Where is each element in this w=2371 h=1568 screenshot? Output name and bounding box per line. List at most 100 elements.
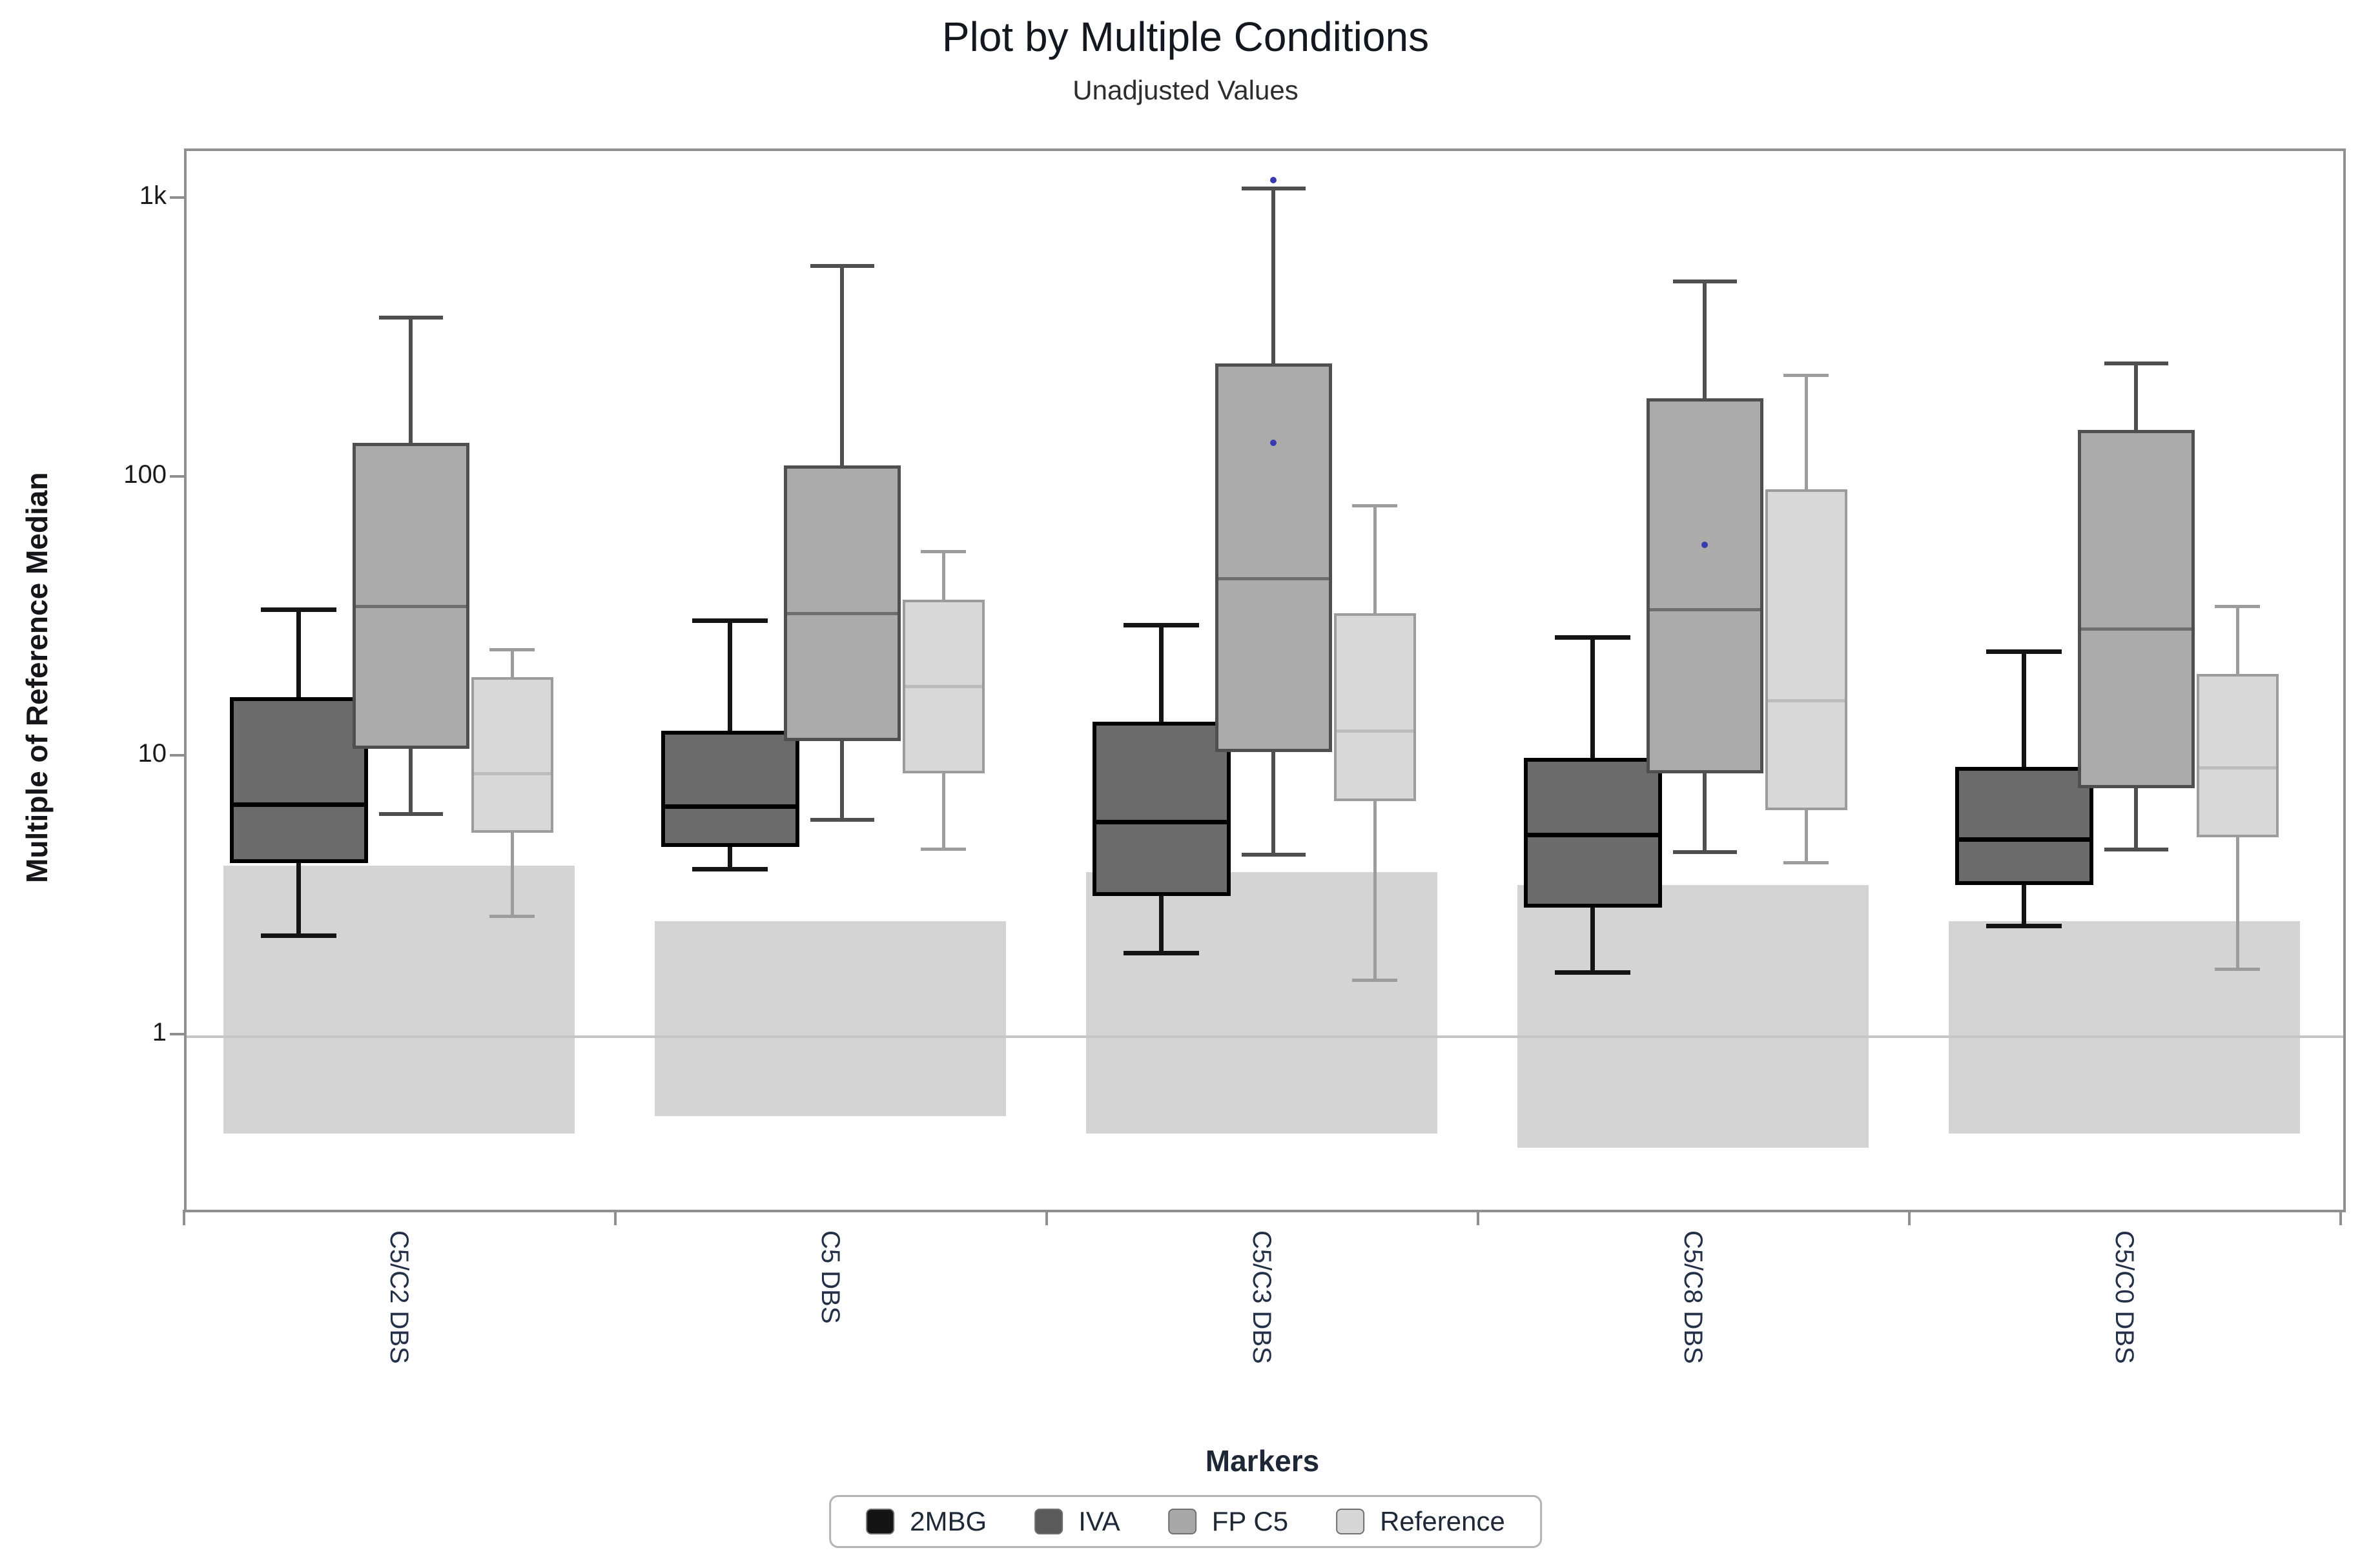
whisker-cap-bottom (1554, 970, 1631, 975)
x-category-label: C5/C3 DBS (1247, 1230, 1276, 1364)
median-line (356, 604, 466, 608)
box-2mbg-iva (1092, 721, 1231, 896)
median-line (2081, 627, 2191, 631)
box-fp-c5 (784, 465, 901, 741)
box-2mbg-iva (1955, 766, 2093, 886)
whisker-cap-bottom (1352, 978, 1398, 982)
legend-swatch (1336, 1509, 1365, 1534)
whisker-cap-top (692, 618, 768, 624)
whisker-upper (296, 609, 302, 698)
whisker-upper (2134, 363, 2139, 431)
outlier-dot (1270, 177, 1277, 184)
median-line (1650, 608, 1760, 612)
y-tick-label: 1 (152, 1018, 167, 1047)
outlier-dot (1270, 439, 1277, 446)
whisker-upper (1271, 188, 1276, 363)
whisker-lower (2134, 788, 2139, 850)
x-tick-mark (614, 1210, 617, 1225)
whisker-cap-top (1672, 280, 1737, 284)
median-line (2199, 766, 2276, 770)
whisker-cap-top (2104, 361, 2168, 365)
whisker-lower (728, 846, 733, 870)
whisker-cap-top (260, 607, 337, 613)
legend-label: IVA (1078, 1506, 1120, 1536)
whisker-lower (1590, 908, 1596, 973)
whisker-cap-top (1554, 635, 1631, 640)
whisker-lower (2235, 837, 2239, 970)
whisker-cap-bottom (1123, 950, 1200, 955)
whisker-cap-bottom (921, 848, 967, 851)
whisker-cap-bottom (692, 866, 768, 871)
median-line (1527, 832, 1658, 837)
box-fp-c5 (1215, 363, 1332, 752)
x-tick-mark (1477, 1210, 1479, 1225)
median-line (664, 804, 795, 809)
median-line (1096, 819, 1227, 824)
box-2mbg-iva (229, 697, 368, 863)
median-line (787, 611, 898, 615)
reference-band (1085, 871, 1438, 1134)
x-axis-label: Markers (1205, 1444, 1320, 1478)
x-tick-mark (1908, 1210, 1911, 1225)
whisker-upper (1373, 505, 1377, 614)
whisker-lower (1271, 752, 1276, 855)
box-2mbg-iva (661, 731, 799, 847)
baseline (187, 1035, 2343, 1039)
whisker-cap-top (810, 264, 874, 269)
y-axis-label: Multiple of Reference Median (20, 472, 54, 884)
legend-swatch (1167, 1509, 1196, 1534)
x-category-label: C5/C0 DBS (2110, 1230, 2139, 1364)
median-line (473, 771, 551, 775)
whisker-upper (409, 317, 413, 443)
whisker-cap-bottom (378, 811, 443, 816)
box-reference (1765, 489, 1847, 810)
legend-item-2mbg: 2MBG (866, 1506, 987, 1537)
legend-label: Reference (1380, 1506, 1505, 1536)
y-tick-mark (170, 196, 184, 199)
whisker-cap-top (1241, 187, 1306, 191)
whisker-upper (2235, 606, 2239, 675)
x-tick-mark (1045, 1210, 1048, 1225)
whisker-upper (510, 649, 514, 677)
legend-item-iva: IVA (1034, 1506, 1120, 1537)
reference-band (1517, 885, 1869, 1148)
outlier-dot (1701, 542, 1709, 549)
legend-label: 2MBG (910, 1506, 987, 1536)
median-line (1336, 729, 1413, 733)
whisker-lower (2022, 885, 2027, 926)
whisker-cap-top (921, 549, 967, 553)
whisker-lower (1703, 773, 1707, 852)
legend-item-fp-c5: FP C5 (1167, 1506, 1289, 1537)
whisker-cap-bottom (489, 915, 535, 919)
whisker-cap-bottom (2104, 847, 2168, 851)
box-fp-c5 (1647, 398, 1763, 774)
reference-band (654, 921, 1007, 1116)
whisker-lower (409, 748, 413, 814)
whisker-cap-top (378, 315, 443, 320)
whisker-lower (840, 740, 845, 820)
whisker-upper (1159, 625, 1164, 722)
median-line (1218, 576, 1329, 580)
y-tick-mark (170, 1033, 184, 1036)
box-reference (2196, 674, 2279, 837)
y-tick-label: 1k (139, 181, 167, 210)
whisker-cap-top (1783, 374, 1829, 378)
legend-swatch (1034, 1509, 1063, 1534)
whisker-lower (941, 773, 945, 850)
median-line (1767, 699, 1845, 703)
box-reference (471, 677, 553, 833)
median-line (1958, 837, 2089, 842)
x-tick-mark (183, 1210, 185, 1225)
whisker-cap-bottom (1783, 861, 1829, 865)
box-fp-c5 (2078, 430, 2195, 788)
whisker-cap-bottom (810, 818, 874, 822)
reference-band (1948, 921, 2301, 1134)
whisker-lower (510, 832, 514, 917)
whisker-cap-top (1123, 622, 1200, 627)
whisker-upper (2022, 651, 2027, 767)
whisker-cap-bottom (1241, 853, 1306, 857)
whisker-upper (840, 266, 845, 465)
legend-label: FP C5 (1211, 1506, 1289, 1536)
legend-item-reference: Reference (1336, 1506, 1505, 1537)
whisker-cap-bottom (1986, 923, 2062, 928)
